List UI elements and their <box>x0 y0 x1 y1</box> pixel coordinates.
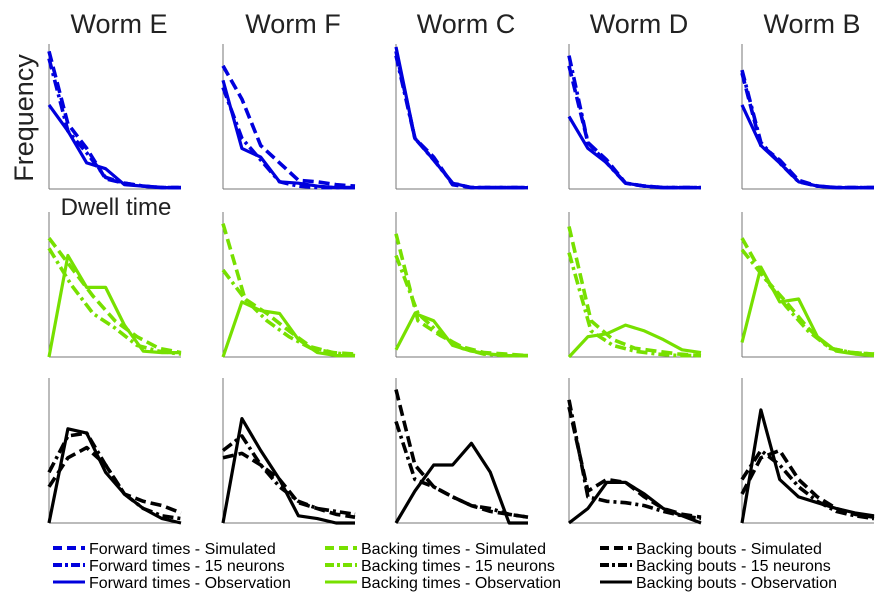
series-line-backing-bouts-15-neurons <box>394 420 529 519</box>
panel-row1-worm-d <box>567 44 701 190</box>
x-axis-label: Dwell time <box>61 194 172 221</box>
series-line-backing-times-simulated <box>740 237 875 356</box>
series-line-forward-times-observation <box>221 79 355 190</box>
series-line-backing-times-observation <box>394 311 528 358</box>
series-line-backing-bouts-observation <box>740 408 875 524</box>
panel-row3-worm-c <box>394 378 529 525</box>
series-line-backing-bouts-simulated <box>222 451 356 519</box>
series-line-forward-times-observation <box>394 46 528 190</box>
series-line-forward-times-15-neurons <box>740 69 874 190</box>
panel-row2-worm-e <box>47 212 182 358</box>
panel-row3-worm-f <box>221 378 356 525</box>
series-line-backing-bouts-15-neurons <box>567 399 702 521</box>
legend-label-forward-times-observation: Forward times - Observation <box>89 575 291 592</box>
series-line-backing-bouts-simulated <box>740 448 875 519</box>
series-line-forward-times-simulated <box>567 65 701 190</box>
series-line-backing-bouts-observation <box>221 417 355 525</box>
series-line-backing-times-15-neurons <box>221 268 356 358</box>
series-line-forward-times-simulated <box>394 50 528 190</box>
series-line-backing-times-15-neurons <box>567 252 701 358</box>
panel-row1-worm-e <box>47 44 181 190</box>
panel-row2-worm-c <box>394 212 529 358</box>
series-line-backing-bouts-15-neurons <box>47 431 182 521</box>
panel-grid <box>47 44 875 525</box>
panel-row1-worm-f <box>221 44 356 190</box>
legend-label-backing-times-observation: Backing times - Observation <box>361 575 561 592</box>
series-line-backing-bouts-15-neurons <box>740 448 875 521</box>
series-line-backing-bouts-observation <box>47 427 182 525</box>
series-line-backing-times-15-neurons <box>740 248 875 356</box>
panel-row1-worm-b <box>740 44 874 190</box>
series-line-forward-times-observation <box>47 103 181 190</box>
series-line-backing-times-simulated <box>394 233 529 358</box>
series-line-backing-times-observation <box>221 300 355 358</box>
panel-row2-worm-d <box>567 212 702 359</box>
series-line-backing-bouts-15-neurons <box>221 434 356 517</box>
panel-row2-worm-b <box>740 212 875 358</box>
series-line-forward-times-15-neurons <box>567 55 701 190</box>
legend-label-backing-bouts-observation: Backing bouts - Observation <box>636 575 837 592</box>
column-title-worm-e: Worm E <box>70 9 167 39</box>
panel-row2-worm-f <box>221 212 356 358</box>
series-line-backing-times-observation <box>740 265 875 358</box>
series-line-forward-times-observation <box>567 115 701 190</box>
series-line-backing-bouts-observation <box>394 441 528 525</box>
panel-row3-worm-d <box>567 378 702 525</box>
column-titles: Worm E Worm F Worm C Worm D Worm B <box>70 9 860 39</box>
series-line-forward-times-simulated <box>47 50 181 190</box>
series-line-backing-times-15-neurons <box>394 254 528 358</box>
panel-row3-worm-b <box>740 378 875 524</box>
panel-row1-worm-c <box>394 44 528 190</box>
legend-label-forward-times-15-neurons: Forward times - 15 neurons <box>89 558 285 575</box>
y-axis-label: Frequency <box>9 54 39 182</box>
legend-label-backing-bouts-15-neurons: Backing bouts - 15 neurons <box>636 558 831 575</box>
column-title-worm-c: Worm C <box>417 9 516 39</box>
series-line-backing-times-observation <box>47 253 181 358</box>
series-line-forward-times-15-neurons <box>394 55 528 190</box>
series-line-backing-bouts-observation <box>568 480 702 525</box>
series-line-backing-times-simulated <box>567 226 702 358</box>
legend-label-backing-times-simulated: Backing times - Simulated <box>361 541 546 558</box>
column-title-worm-b: Worm B <box>763 9 860 39</box>
series-line-forward-times-simulated <box>740 72 874 190</box>
panel-row3-worm-e <box>47 378 182 525</box>
legend-label-backing-bouts-simulated: Backing bouts - Simulated <box>636 541 822 558</box>
series-line-backing-times-observation <box>567 323 702 359</box>
column-title-worm-f: Worm F <box>245 9 341 39</box>
column-title-worm-d: Worm D <box>590 9 689 39</box>
series-line-forward-times-observation <box>740 104 874 190</box>
legend-label-backing-times-15-neurons: Backing times - 15 neurons <box>361 558 555 575</box>
series-line-backing-bouts-simulated <box>567 406 702 519</box>
series-line-backing-times-simulated <box>47 237 182 355</box>
legend-label-forward-times-simulated: Forward times - Simulated <box>89 541 276 558</box>
series-line-forward-times-simulated <box>221 64 356 188</box>
